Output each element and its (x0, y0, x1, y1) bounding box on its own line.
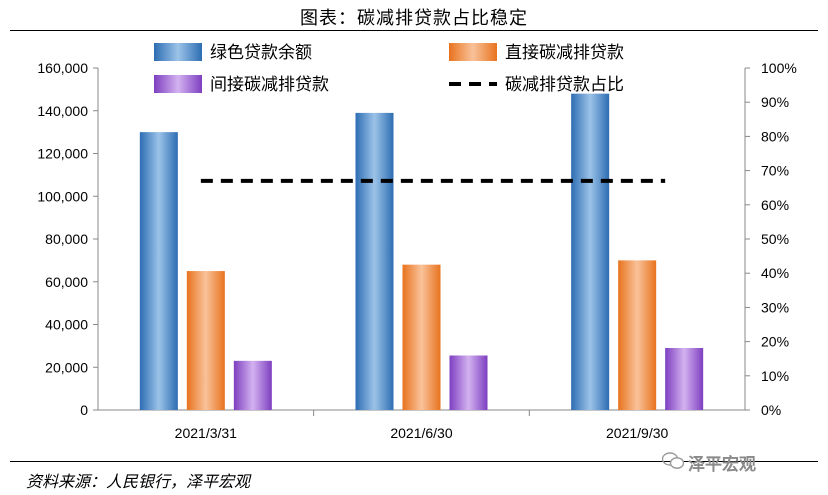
y-left-tick-label: 120,000 (37, 146, 88, 162)
y-left-tick-label: 100,000 (37, 188, 88, 204)
y-right-tick-label: 60% (761, 197, 789, 213)
x-tick-label: 2021/3/31 (175, 425, 237, 441)
bar-2 (618, 260, 657, 410)
y-right-tick-label: 10% (761, 368, 789, 384)
bar-2 (186, 271, 225, 410)
legend-label: 碳减排贷款占比 (505, 75, 624, 95)
y-left-tick-label: 20,000 (45, 359, 88, 375)
bar-3 (665, 348, 704, 410)
bar-2 (402, 264, 441, 410)
y-left-tick-label: 60,000 (45, 274, 88, 290)
watermark: 泽平宏观 (688, 455, 756, 475)
bar-1 (571, 93, 610, 411)
bar-1 (355, 112, 394, 410)
legend-label: 直接碳减排贷款 (505, 43, 624, 63)
y-right-tick-label: 20% (761, 334, 789, 350)
y-right-tick-label: 0% (761, 402, 781, 418)
x-tick-label: 2021/9/30 (606, 425, 668, 441)
bar-1 (139, 132, 178, 410)
wechat-icon (662, 452, 684, 469)
y-right-tick-label: 70% (761, 163, 789, 179)
y-right-tick-label: 90% (761, 94, 789, 110)
y-right-tick-label: 100% (761, 60, 797, 76)
x-tick-label: 2021/6/30 (390, 425, 452, 441)
chart-frame (10, 30, 818, 462)
bar-3 (233, 360, 272, 410)
y-right-tick-label: 50% (761, 231, 789, 247)
y-left-tick-label: 80,000 (45, 231, 88, 247)
legend-swatch (154, 75, 202, 93)
legend-swatch (449, 43, 497, 61)
y-left-tick-label: 0 (80, 402, 88, 418)
y-right-tick-label: 80% (761, 128, 789, 144)
bar-3 (449, 355, 488, 410)
y-left-tick-label: 160,000 (37, 60, 88, 76)
y-left-tick-label: 40,000 (45, 317, 88, 333)
y-right-tick-label: 30% (761, 299, 789, 315)
legend-swatch (154, 43, 202, 61)
source-note: 资料来源：人民银行，泽平宏观 (26, 472, 251, 491)
legend-label: 间接碳减排贷款 (210, 75, 329, 95)
legend-label: 绿色贷款余额 (210, 43, 312, 63)
y-left-tick-label: 140,000 (37, 103, 88, 119)
y-right-tick-label: 40% (761, 265, 789, 281)
chart-title: 图表：碳减排贷款占比稳定 (300, 8, 528, 29)
